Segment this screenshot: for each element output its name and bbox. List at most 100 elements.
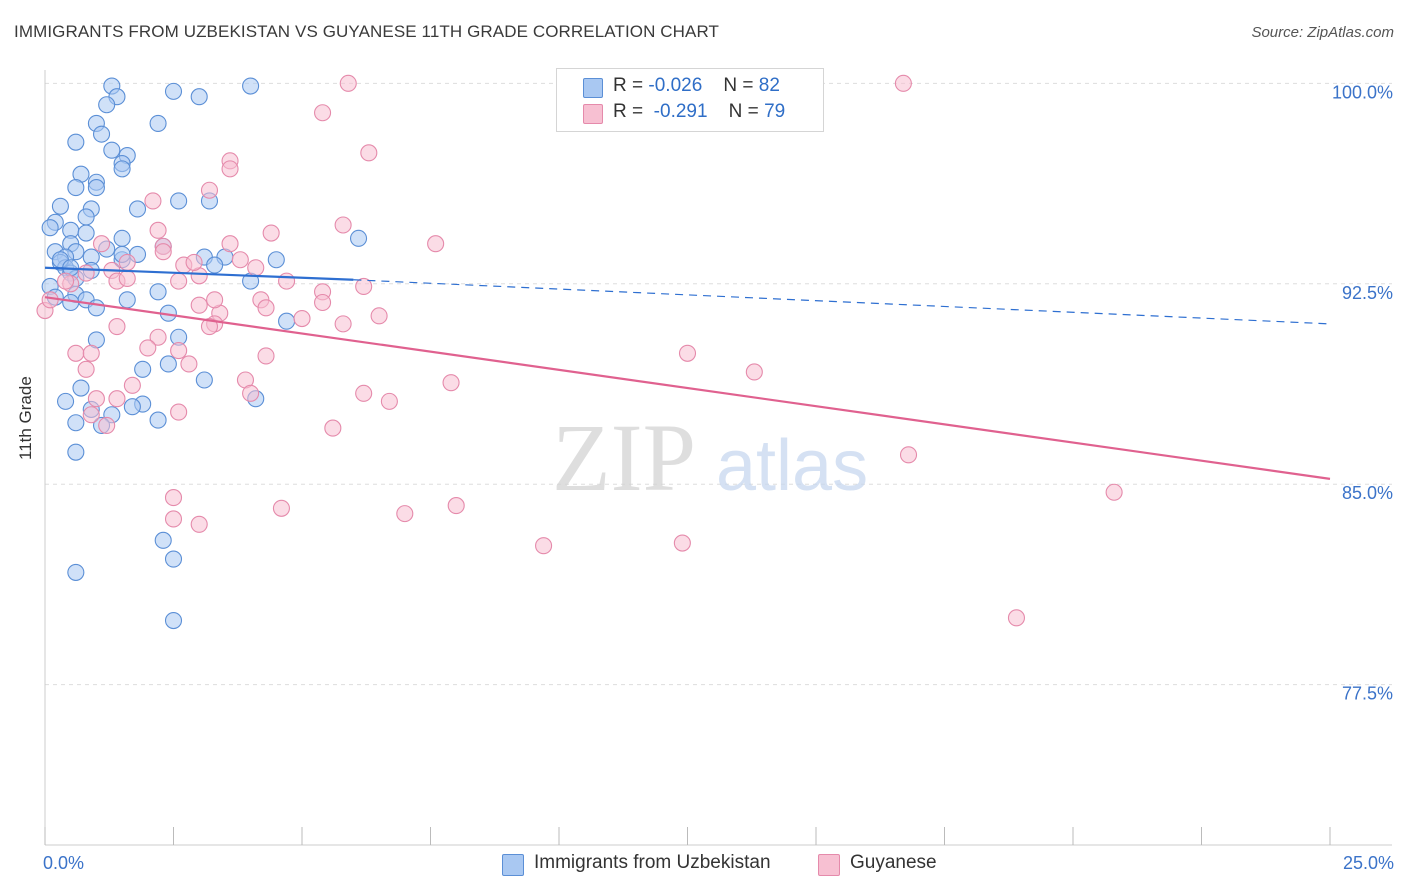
y-tick-label: 100.0% <box>1332 82 1393 102</box>
point-guyanese <box>190 515 208 533</box>
n-value: 82 <box>758 75 780 96</box>
point-uzbekistan <box>242 77 260 95</box>
legend-text: R = -0.026 N = 82 <box>613 75 780 97</box>
r-value: -0.291 <box>653 101 708 122</box>
y-tick-label: 85.0% <box>1342 483 1393 503</box>
point-uzbekistan <box>57 392 75 410</box>
point-uzbekistan <box>98 96 116 114</box>
point-guyanese <box>745 363 763 381</box>
point-uzbekistan <box>67 133 85 151</box>
legend-swatch-pink <box>583 104 603 124</box>
point-guyanese <box>334 216 352 234</box>
point-guyanese <box>164 510 183 528</box>
point-guyanese <box>108 318 126 336</box>
point-guyanese <box>231 251 249 269</box>
point-guyanese <box>87 390 105 408</box>
point-guyanese <box>427 235 445 253</box>
point-guyanese <box>257 299 275 317</box>
point-guyanese <box>206 291 224 309</box>
point-uzbekistan <box>67 179 85 197</box>
chart-title: IMMIGRANTS FROM UZBEKISTAN VS GUYANESE 1… <box>14 22 720 41</box>
point-guyanese <box>82 344 100 362</box>
point-guyanese <box>41 291 59 309</box>
point-guyanese <box>200 318 219 336</box>
trend-lines <box>44 266 1331 480</box>
point-guyanese <box>257 347 275 365</box>
point-uzbekistan <box>87 179 105 197</box>
point-uzbekistan <box>67 414 85 432</box>
point-guyanese <box>293 309 311 328</box>
legend-text: R = -0.291 N = 79 <box>613 101 785 123</box>
watermark-zip: ZIP <box>552 404 696 511</box>
point-guyanese <box>447 497 465 515</box>
point-uzbekistan <box>77 208 95 226</box>
correlation-legend: R = -0.026 N = 82 R = -0.291 N = 79 <box>556 68 824 132</box>
point-uzbekistan <box>134 360 152 378</box>
point-uzbekistan <box>278 312 296 330</box>
point-uzbekistan <box>41 219 59 237</box>
point-guyanese <box>314 293 332 312</box>
point-guyanese <box>396 505 414 523</box>
point-uzbekistan <box>67 563 85 581</box>
point-uzbekistan <box>113 160 131 178</box>
x-tick-label: 25.0% <box>1343 853 1394 873</box>
legend-label: Immigrants from Uzbekistan <box>534 852 771 873</box>
point-uzbekistan <box>164 82 183 100</box>
r-value: -0.026 <box>648 75 703 96</box>
source-label: Source: ZipAtlas.com <box>1251 24 1394 41</box>
point-uzbekistan <box>349 229 368 247</box>
point-guyanese <box>77 264 95 282</box>
point-guyanese <box>894 74 912 92</box>
point-uzbekistan <box>92 125 111 143</box>
point-guyanese <box>57 272 75 290</box>
point-guyanese <box>123 376 141 394</box>
tick-labels: 100.0% 92.5% 85.0% 77.5% 0.0% 25.0% <box>43 82 1394 873</box>
r-label: R = <box>613 101 644 122</box>
point-uzbekistan <box>123 398 141 416</box>
point-guyanese <box>139 339 157 357</box>
point-uzbekistan <box>195 371 213 389</box>
point-guyanese <box>899 446 918 464</box>
point-guyanese <box>190 296 208 314</box>
point-guyanese <box>1007 609 1026 627</box>
point-guyanese <box>442 374 460 392</box>
trend-line-uzbekistan-extrapolated <box>353 279 1331 325</box>
point-guyanese <box>149 328 167 346</box>
point-uzbekistan <box>154 531 172 549</box>
legend-swatch-pink <box>818 854 840 876</box>
x-tick-label: 0.0% <box>43 853 84 873</box>
point-guyanese <box>118 253 136 271</box>
point-guyanese <box>221 160 239 178</box>
n-label: N = <box>723 75 754 96</box>
point-guyanese <box>278 272 296 290</box>
trend-line-uzbekistan <box>44 266 354 281</box>
watermark: ZIP atlas <box>552 404 868 511</box>
point-uzbekistan <box>170 192 188 210</box>
point-uzbekistan <box>159 355 177 373</box>
point-uzbekistan <box>149 283 167 301</box>
point-guyanese <box>355 277 373 296</box>
point-guyanese <box>118 269 136 287</box>
point-uzbekistan <box>113 229 131 247</box>
y-tick-label: 92.5% <box>1342 283 1393 303</box>
point-guyanese <box>535 537 553 555</box>
point-guyanese <box>242 384 260 402</box>
point-guyanese <box>98 416 116 434</box>
point-guyanese <box>262 224 280 242</box>
point-uzbekistan <box>149 411 167 429</box>
point-guyanese <box>355 384 373 402</box>
point-uzbekistan <box>51 197 69 215</box>
point-guyanese <box>77 360 95 378</box>
point-uzbekistan <box>87 299 105 317</box>
legend-swatch-blue <box>502 854 524 876</box>
point-uzbekistan <box>267 251 285 269</box>
point-guyanese <box>67 344 85 362</box>
point-uzbekistan <box>164 550 183 568</box>
point-uzbekistan <box>206 256 224 274</box>
point-guyanese <box>314 104 332 122</box>
axes <box>44 70 1392 846</box>
point-guyanese <box>221 235 239 253</box>
point-guyanese <box>360 144 378 162</box>
point-uzbekistan <box>149 114 167 132</box>
